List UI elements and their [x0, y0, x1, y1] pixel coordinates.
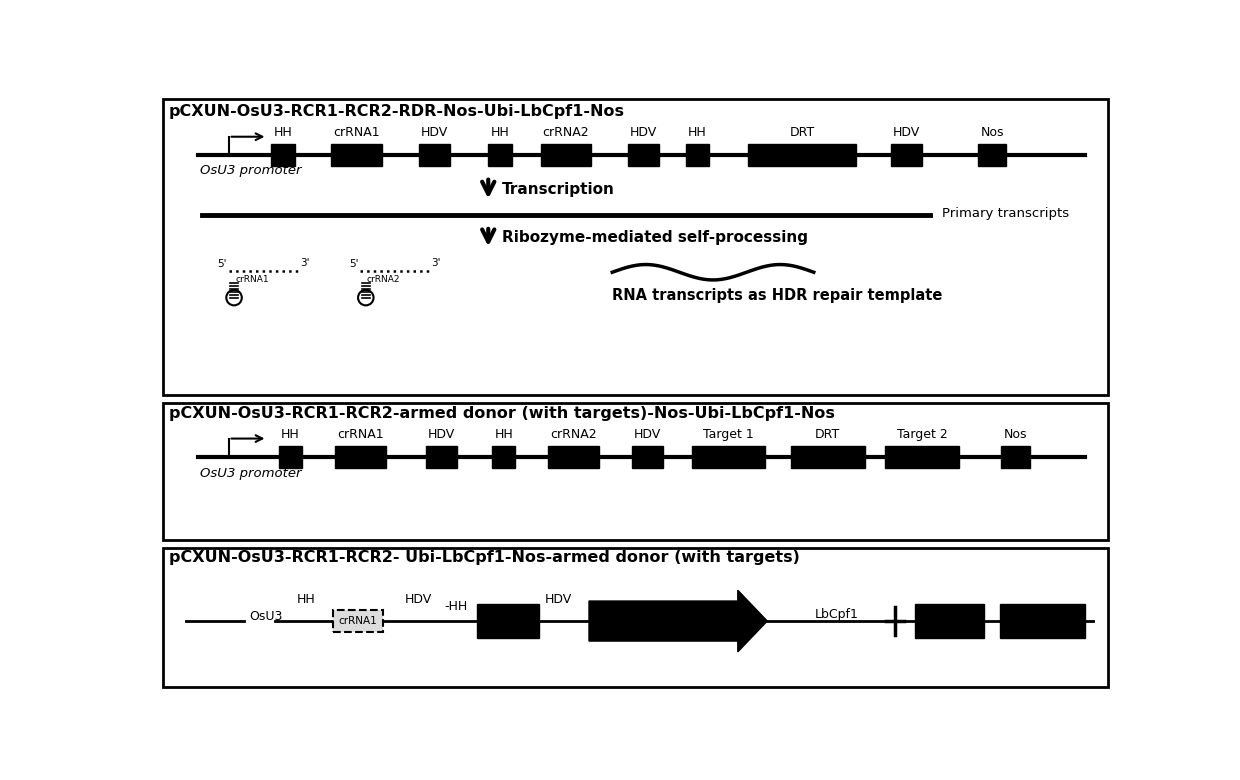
Bar: [631, 446, 662, 468]
Bar: [627, 144, 658, 166]
Text: OsU3 promoter: OsU3 promoter: [200, 164, 301, 177]
Text: RNA transcripts as HDR repair template: RNA transcripts as HDR repair template: [613, 288, 942, 303]
Bar: [489, 144, 511, 166]
Text: DRT: DRT: [790, 126, 815, 139]
Bar: [162, 99, 1109, 395]
Bar: [419, 144, 449, 166]
Text: HDV: HDV: [405, 593, 432, 605]
Bar: [332, 610, 383, 632]
Bar: [541, 144, 591, 166]
Polygon shape: [589, 590, 768, 652]
Text: HDV: HDV: [634, 428, 661, 441]
Text: HH: HH: [274, 126, 293, 139]
Bar: [915, 604, 985, 638]
Text: Target 2: Target 2: [897, 428, 947, 441]
Text: HDV: HDV: [544, 593, 572, 605]
Text: 5': 5': [350, 259, 358, 269]
Bar: [692, 446, 765, 468]
Text: 5': 5': [218, 259, 227, 269]
Bar: [1001, 446, 1030, 468]
Bar: [892, 144, 923, 166]
Text: HH: HH: [296, 593, 315, 605]
Text: pCXUN-OsU3-RCR1-RCR2- Ubi-LbCpf1-Nos-armed donor (with targets): pCXUN-OsU3-RCR1-RCR2- Ubi-LbCpf1-Nos-arm…: [169, 550, 800, 565]
Text: HH: HH: [281, 428, 300, 441]
Text: OsU3 promoter: OsU3 promoter: [200, 467, 301, 480]
Bar: [331, 144, 382, 166]
Bar: [492, 446, 516, 468]
Text: crRNA1: crRNA1: [337, 428, 383, 441]
Bar: [335, 446, 386, 468]
Text: crRNA1: crRNA1: [339, 616, 377, 626]
Text: Nos: Nos: [1003, 428, 1027, 441]
Bar: [748, 144, 857, 166]
Text: Target 1: Target 1: [703, 428, 754, 441]
Bar: [999, 604, 1085, 638]
Text: HDV: HDV: [420, 126, 448, 139]
Bar: [791, 446, 864, 468]
Text: LbCpf1: LbCpf1: [815, 608, 859, 622]
Bar: [162, 548, 1109, 686]
Text: crRNA1: crRNA1: [236, 275, 269, 285]
Text: crRNA2: crRNA2: [542, 126, 589, 139]
Text: HH: HH: [495, 428, 513, 441]
Bar: [686, 144, 709, 166]
Text: OsU3: OsU3: [249, 610, 283, 623]
Text: HH: HH: [491, 126, 510, 139]
Text: Transcription: Transcription: [502, 182, 615, 197]
Text: Ribozyme-mediated self-processing: Ribozyme-mediated self-processing: [502, 230, 808, 245]
Text: HDV: HDV: [630, 126, 657, 139]
Text: 3': 3': [432, 257, 441, 268]
Bar: [548, 446, 599, 468]
Text: Nos: Nos: [981, 126, 1003, 139]
Bar: [272, 144, 295, 166]
Text: -HH: -HH: [444, 601, 467, 613]
Bar: [427, 446, 458, 468]
Text: crRNA1: crRNA1: [334, 126, 379, 139]
Bar: [162, 403, 1109, 541]
Bar: [978, 144, 1006, 166]
Text: DRT: DRT: [815, 428, 841, 441]
Text: pCXUN-OsU3-RCR1-RCR2-armed donor (with targets)-Nos-Ubi-LbCpf1-Nos: pCXUN-OsU3-RCR1-RCR2-armed donor (with t…: [169, 406, 835, 420]
Bar: [885, 446, 959, 468]
Text: crRNA2: crRNA2: [367, 275, 401, 285]
Text: HH: HH: [688, 126, 707, 139]
Text: HDV: HDV: [893, 126, 920, 139]
Bar: [279, 446, 303, 468]
Text: pCXUN-OsU3-RCR1-RCR2-RDR-Nos-Ubi-LbCpf1-Nos: pCXUN-OsU3-RCR1-RCR2-RDR-Nos-Ubi-LbCpf1-…: [169, 104, 625, 119]
Text: crRNA2: crRNA2: [551, 428, 596, 441]
Bar: [476, 604, 538, 638]
Text: HDV: HDV: [428, 428, 455, 441]
Text: 3': 3': [300, 257, 309, 268]
Text: Primary transcripts: Primary transcripts: [941, 207, 1069, 220]
